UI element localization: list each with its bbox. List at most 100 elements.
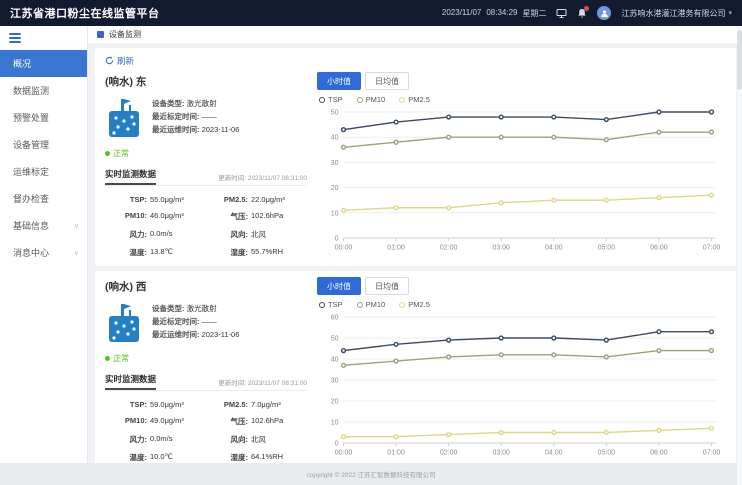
legend-marker-icon — [356, 96, 363, 103]
header-date: 2023/11/07 — [441, 7, 482, 17]
realtime-title: 实时监测数据 — [105, 168, 157, 185]
refresh-icon — [105, 56, 114, 65]
svg-text:20: 20 — [331, 399, 339, 406]
metric-pm25: PM2.5: 7.0μg/m³ — [223, 400, 281, 409]
sidebar-item-data-monitoring[interactable]: 数据监测 — [0, 77, 87, 104]
svg-text:50: 50 — [331, 336, 339, 343]
sidebar-item-basic-info[interactable]: 基础信息 ∨ — [0, 212, 87, 239]
svg-text:05:00: 05:00 — [598, 450, 616, 457]
device-title: (响水) 西 — [105, 281, 147, 293]
line-chart-east: 0 10 20 30 40 50 00:00 01:00 02:00 03:00 04:00 05:0… — [331, 109, 720, 252]
sidebar-item-maintenance-calibration[interactable]: 运维标定 — [0, 158, 87, 185]
legend-marker-icon — [399, 301, 406, 308]
legend-item-tsp[interactable]: TSP — [319, 300, 343, 309]
sidebar-item-overview[interactable]: 概况 — [0, 50, 87, 77]
legend-item-pm10[interactable]: PM10 — [356, 95, 385, 104]
sidebar-item-supervision-check[interactable]: 督办检查 — [0, 185, 87, 212]
scrollbar-thumb[interactable] — [737, 30, 742, 90]
chevron-down-icon: ∨ — [73, 222, 79, 230]
svg-text:0: 0 — [335, 236, 339, 243]
metric-pm10: PM10: 46.0μg/m³ — [124, 211, 184, 220]
device-type-value: 激光散射 — [186, 99, 217, 108]
realtime-data-block: 实时监测数据 更新时间: 2023/11/07 08:31:00 TSP: 55.… — [105, 168, 307, 258]
svg-text:06:00: 06:00 — [650, 450, 668, 457]
chart-tabs: 小时值 日均值 — [317, 277, 726, 295]
metric-wind-direction: 风向: 北风 — [230, 230, 267, 239]
realtime-updated: 更新时间: 2023/11/07 08:31:00 — [218, 175, 307, 182]
calibration-time-value: —— — [201, 112, 217, 122]
breadcrumb: 设备监测 — [88, 26, 742, 43]
refresh-button[interactable]: 刷新 — [105, 55, 134, 67]
device-type-value: 激光散射 — [186, 304, 217, 313]
chart-legend: TSP PM10 PM2.5 — [319, 300, 726, 309]
legend-item-tsp[interactable]: TSP — [319, 95, 343, 104]
sidebar-item-label: 预警处置 — [13, 113, 50, 123]
chart-legend: TSP PM10 PM2.5 — [319, 95, 726, 104]
monitor-icon[interactable] — [556, 8, 567, 19]
company-dropdown[interactable]: 江苏响水港灌江港务有限公司 ▾ — [621, 8, 732, 19]
chevron-down-icon: ∨ — [73, 249, 79, 257]
sidebar-item-label: 基础信息 — [13, 221, 50, 231]
calibration-time-value: —— — [201, 317, 217, 327]
metric-pm25: PM2.5: 22.0μg/m³ — [223, 195, 285, 204]
metrics-grid: TSP: 55.0μg/m³ PM2.5: 22.0μg/m³ PM10: 46.0μ… — [105, 195, 307, 258]
calibration-time-label: 最近标定时间: — [152, 112, 200, 122]
calibration-time-label: 最近标定时间: — [152, 317, 200, 327]
svg-text:04:00: 04:00 — [545, 245, 563, 252]
metrics-grid: TSP: 59.0μg/m³ PM2.5: 7.0μg/m³ PM10: 49.0μg… — [105, 400, 307, 463]
realtime-title: 实时监测数据 — [105, 373, 157, 390]
metric-pm10: PM10: 49.0μg/m³ — [124, 416, 184, 425]
sidebar-item-label: 运维标定 — [13, 167, 50, 177]
svg-text:40: 40 — [331, 135, 339, 142]
device-card-west: (响水) 西 设备类型: 激光散射 最近标定时间: —— 最近运维时间: 202… — [95, 271, 736, 463]
svg-text:02:00: 02:00 — [440, 245, 458, 252]
chart-panel: 小时值 日均值 TSP PM10 PM2.5 0 10 20 30 40 50 60 00:0… — [311, 277, 726, 463]
svg-text:00:00: 00:00 — [335, 450, 353, 457]
status-badge: 正常 — [105, 148, 307, 159]
status-badge: 正常 — [105, 353, 307, 364]
sidebar-item-label: 数据监测 — [13, 86, 50, 96]
app-title: 江苏省港口粉尘在线监管平台 — [10, 8, 160, 20]
svg-text:10: 10 — [331, 210, 339, 217]
svg-text:30: 30 — [331, 160, 339, 167]
svg-text:01:00: 01:00 — [387, 450, 405, 457]
metric-temperature: 温度: 10.0℃ — [129, 452, 174, 462]
header-right-cluster: 2023/11/07 08:34:29 星期二 江苏响水港灌江港务有限公司 ▾ — [441, 5, 732, 20]
svg-text:07:00: 07:00 — [703, 450, 721, 457]
bell-icon[interactable] — [577, 5, 590, 19]
metric-temperature: 温度: 13.8℃ — [129, 247, 174, 257]
tab-daily[interactable]: 日均值 — [365, 72, 409, 90]
device-monitor-icon — [97, 31, 104, 38]
device-type-label: 设备类型: — [152, 99, 185, 108]
tab-daily[interactable]: 日均值 — [365, 277, 409, 295]
sidebar-item-warning-disposal[interactable]: 预警处置 — [0, 104, 87, 131]
device-summary: (响水) 西 设备类型: 激光散射 最近标定时间: —— 最近运维时间: 202… — [105, 277, 311, 463]
svg-text:30: 30 — [331, 378, 339, 385]
legend-item-pm25[interactable]: PM2.5 — [399, 95, 430, 104]
sidebar-item-device-management[interactable]: 设备管理 — [0, 131, 87, 158]
realtime-updated: 更新时间: 2023/11/07 08:31:00 — [218, 380, 307, 387]
svg-text:01:00: 01:00 — [387, 245, 405, 252]
svg-text:10: 10 — [331, 420, 339, 427]
svg-text:60: 60 — [331, 315, 339, 322]
tab-hourly[interactable]: 小时值 — [317, 72, 361, 90]
tab-hourly[interactable]: 小时值 — [317, 277, 361, 295]
chart-panel: 小时值 日均值 TSP PM10 PM2.5 0 10 20 30 40 50 00:00 0… — [311, 72, 726, 258]
maintenance-time-label: 最近运维时间: — [152, 330, 200, 340]
legend-item-pm25[interactable]: PM2.5 — [399, 300, 430, 309]
legend-marker-icon — [399, 96, 406, 103]
status-dot-icon — [105, 356, 110, 361]
status-dot-icon — [105, 151, 110, 156]
sidebar-item-label: 督办检查 — [13, 194, 50, 204]
status-label: 正常 — [113, 149, 129, 158]
sidebar-item-message-center[interactable]: 消息中心 ∨ — [0, 239, 87, 266]
svg-text:40: 40 — [331, 357, 339, 364]
header-time: 08:34:29 — [486, 7, 518, 17]
user-avatar-icon[interactable] — [597, 6, 612, 20]
refresh-label: 刷新 — [117, 55, 135, 66]
menu-icon[interactable] — [0, 26, 26, 50]
device-card-east: 刷新 (响水) 东 设备类型: 激光散射 最近标定时间: —— 最近运维时间: … — [95, 48, 736, 266]
sidebar-item-label: 概况 — [13, 59, 32, 69]
scrollbar[interactable] — [737, 26, 742, 485]
legend-item-pm10[interactable]: PM10 — [356, 300, 385, 309]
